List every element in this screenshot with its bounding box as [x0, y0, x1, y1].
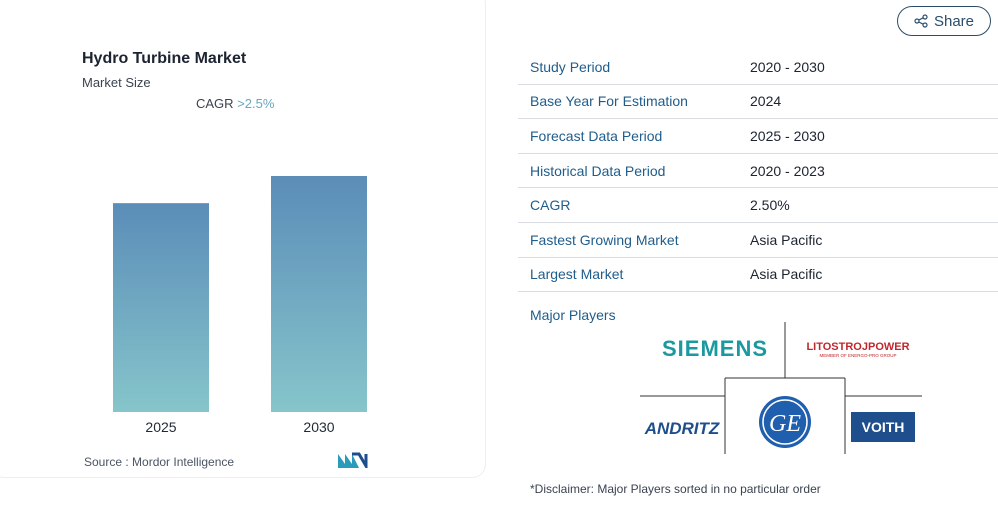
ge-logo-icon: GE	[759, 396, 811, 448]
info-row: Forecast Data Period 2025 - 2030	[518, 119, 998, 154]
info-key: Base Year For Estimation	[530, 93, 688, 110]
info-row: Study Period 2020 - 2030	[518, 50, 998, 85]
info-key: Study Period	[530, 58, 611, 75]
chart-subtitle: Market Size	[82, 75, 151, 90]
share-button[interactable]: Share	[897, 6, 991, 36]
x-tick-label: 2030	[303, 419, 334, 435]
major-players-grid: SIEMENS LITOSTROJPOWER MEMBER OF ENERGO-…	[640, 322, 922, 454]
x-tick-label: 2025	[145, 419, 176, 435]
info-value: 2.50%	[750, 197, 790, 214]
litostroj-logo: LITOSTROJPOWER	[806, 341, 909, 353]
info-key: Historical Data Period	[530, 162, 666, 179]
voith-logo: VOITH	[862, 419, 905, 435]
info-row: Historical Data Period 2020 - 2023	[518, 154, 998, 189]
litostroj-subtitle: MEMBER OF ENERGO-PRO GROUP	[819, 353, 896, 358]
market-info-table: Study Period 2020 - 2030 Base Year For Es…	[518, 50, 998, 293]
info-value: Asia Pacific	[750, 231, 823, 248]
bar-chart: 2025 2030	[113, 176, 367, 435]
source-text: Source : Mordor Intelligence	[84, 455, 235, 469]
mordor-logo-icon	[338, 452, 368, 468]
info-value: 2025 - 2030	[750, 127, 825, 144]
bar-2025	[113, 203, 209, 412]
info-row: Fastest Growing Market Asia Pacific	[518, 223, 998, 258]
share-label: Share	[933, 12, 975, 30]
major-players-label: Major Players	[530, 307, 616, 323]
cagr-label: CAGR	[196, 96, 234, 111]
chart-title: Hydro Turbine Market	[82, 50, 247, 67]
info-key: Forecast Data Period	[530, 127, 663, 144]
info-value: 2024	[750, 93, 782, 110]
info-value: 2020 - 2030	[750, 58, 825, 75]
chart-card	[0, 0, 486, 478]
info-key: Largest Market	[530, 266, 624, 283]
info-value: 2020 - 2023	[750, 162, 825, 179]
andritz-logo: ANDRITZ	[644, 419, 720, 438]
info-key: CAGR	[530, 197, 571, 214]
info-key: Fastest Growing Market	[530, 231, 679, 248]
info-row: CAGR 2.50%	[518, 188, 998, 223]
info-row: Base Year For Estimation 2024	[518, 85, 998, 120]
disclaimer-text: *Disclaimer: Major Players sorted in no …	[530, 482, 821, 496]
ge-logo: GE	[769, 411, 801, 437]
info-value: Asia Pacific	[750, 266, 823, 283]
share-icon	[914, 14, 928, 28]
bar-2030	[271, 176, 367, 412]
cagr-value: >2.5%	[237, 96, 275, 111]
cagr-annotation: CAGR >2.5%	[196, 96, 274, 111]
voith-logo-box	[851, 412, 915, 442]
info-row: Largest Market Asia Pacific	[518, 258, 998, 293]
siemens-logo: SIEMENS	[662, 336, 768, 361]
